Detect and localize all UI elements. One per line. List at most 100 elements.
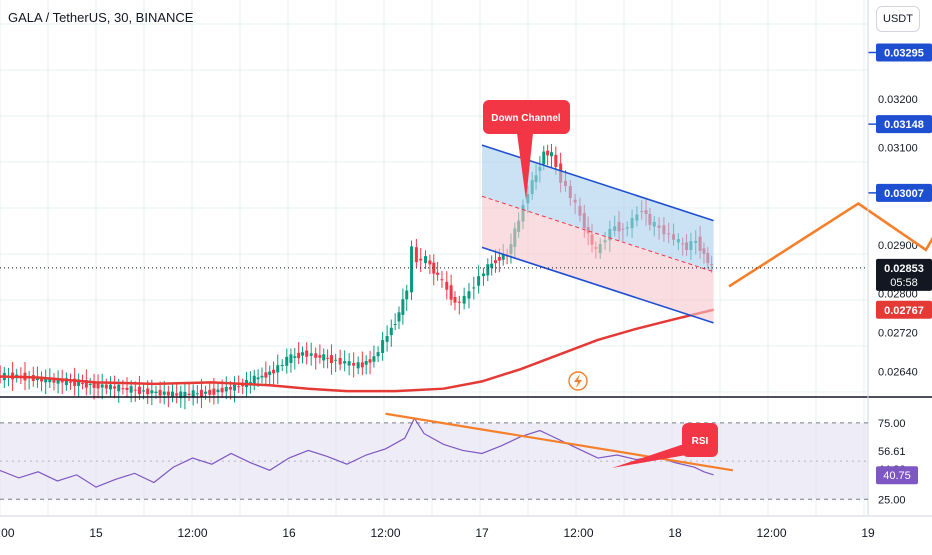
time-axis-label: 18: [668, 526, 682, 540]
candle-body: [467, 291, 471, 299]
candle-body: [445, 281, 449, 290]
candle-body: [453, 297, 457, 303]
candle-body: [368, 359, 372, 363]
candle-body: [204, 391, 208, 394]
candle-body: [381, 340, 385, 353]
rsi-line: [0, 417, 714, 488]
currency-button[interactable]: USDT: [876, 6, 920, 32]
candle-body: [252, 375, 256, 385]
candle-body: [554, 154, 558, 168]
time-axis-label: 12:00: [370, 526, 400, 540]
candle-body: [129, 386, 133, 393]
candle-body: [100, 384, 104, 388]
candle-body: [233, 384, 237, 391]
candle-body: [264, 372, 268, 378]
candle-body: [260, 375, 264, 378]
candle-body: [486, 264, 490, 276]
candle-body: [347, 361, 351, 366]
candle-body: [199, 389, 203, 397]
candle-body: [549, 152, 553, 157]
candle-body: [92, 382, 96, 388]
candle-body: [80, 382, 84, 384]
candle-body: [481, 273, 485, 277]
candle-body: [40, 377, 44, 382]
candle-body: [154, 391, 158, 393]
candle-body: [237, 386, 241, 388]
candle-body: [64, 378, 68, 386]
candle-body: [326, 357, 330, 359]
price-axis-label: 0.02720: [878, 328, 918, 340]
moving-average-line: [0, 308, 714, 393]
price-axis-label: 0.02800: [878, 289, 918, 301]
price-axis-label: 0.02640: [878, 367, 918, 379]
candle-body: [224, 387, 228, 392]
candle-body: [183, 391, 187, 398]
candle-body: [142, 390, 146, 392]
down-channel-callout: Down Channel: [483, 100, 570, 200]
candle-body: [216, 389, 220, 393]
candle-body: [171, 391, 175, 397]
channel-upper-fill: [482, 145, 714, 272]
candle-body: [150, 390, 154, 394]
price-axis-label: 0.03200: [878, 94, 918, 106]
current-price-label: 0.02853: [884, 263, 924, 275]
candle-body: [285, 356, 289, 366]
price-axis-label: 0.03100: [878, 143, 918, 155]
candle-body: [414, 247, 418, 263]
callout-label: Down Channel: [491, 113, 561, 124]
candle-body: [175, 393, 179, 396]
candle-body: [108, 384, 112, 390]
time-axis-label: 12:00: [756, 526, 786, 540]
candle-body: [428, 260, 432, 265]
candle-body: [322, 354, 326, 361]
channel-lower-line: [481, 246, 714, 324]
lightning-icon: [568, 371, 588, 391]
candle-body: [52, 378, 56, 383]
candle-body: [84, 380, 88, 388]
candle-body: [96, 382, 100, 389]
candle-body: [15, 374, 19, 377]
candle-body: [497, 256, 501, 261]
candle-body: [309, 353, 313, 356]
rsi-callout-label: RSI: [692, 436, 709, 447]
candle-body: [293, 356, 297, 358]
candle-body: [472, 287, 476, 289]
candle-body: [462, 295, 466, 304]
candle-body: [546, 150, 550, 156]
candle-body: [208, 389, 212, 395]
candle-body: [113, 386, 117, 389]
candle-body: [314, 353, 318, 358]
candle-body: [228, 387, 232, 390]
candle-body: [73, 378, 77, 386]
candle-body: [68, 381, 72, 383]
candle-body: [410, 246, 414, 293]
callout-box: [483, 100, 570, 134]
candle-body: [56, 378, 60, 384]
candle-body: [405, 290, 409, 300]
time-axis-label: 17: [475, 526, 489, 540]
candle-body: [146, 388, 150, 395]
rsi-axis-label: 56.61: [878, 446, 906, 458]
candle-body: [356, 362, 360, 369]
target-badge: [876, 183, 932, 202]
candle-body: [338, 357, 342, 365]
rsi-divergence-line: [385, 412, 734, 472]
candle-body: [88, 383, 92, 385]
candle-body: [352, 362, 356, 366]
candle-body: [440, 279, 444, 281]
candle-body: [220, 387, 224, 393]
ma-value-badge: [876, 300, 932, 319]
rsi-value-label: 40.75: [883, 470, 911, 482]
channel-mid-line: [481, 195, 714, 273]
target-badge: [876, 115, 932, 134]
candle-body: [393, 323, 397, 325]
candle-body: [364, 361, 368, 365]
candle-body: [424, 256, 428, 264]
candle-body: [248, 381, 252, 383]
candle-body: [389, 327, 393, 336]
target-price-label: 0.03148: [884, 119, 924, 131]
candle-body: [77, 379, 81, 386]
candle-body: [301, 352, 305, 356]
